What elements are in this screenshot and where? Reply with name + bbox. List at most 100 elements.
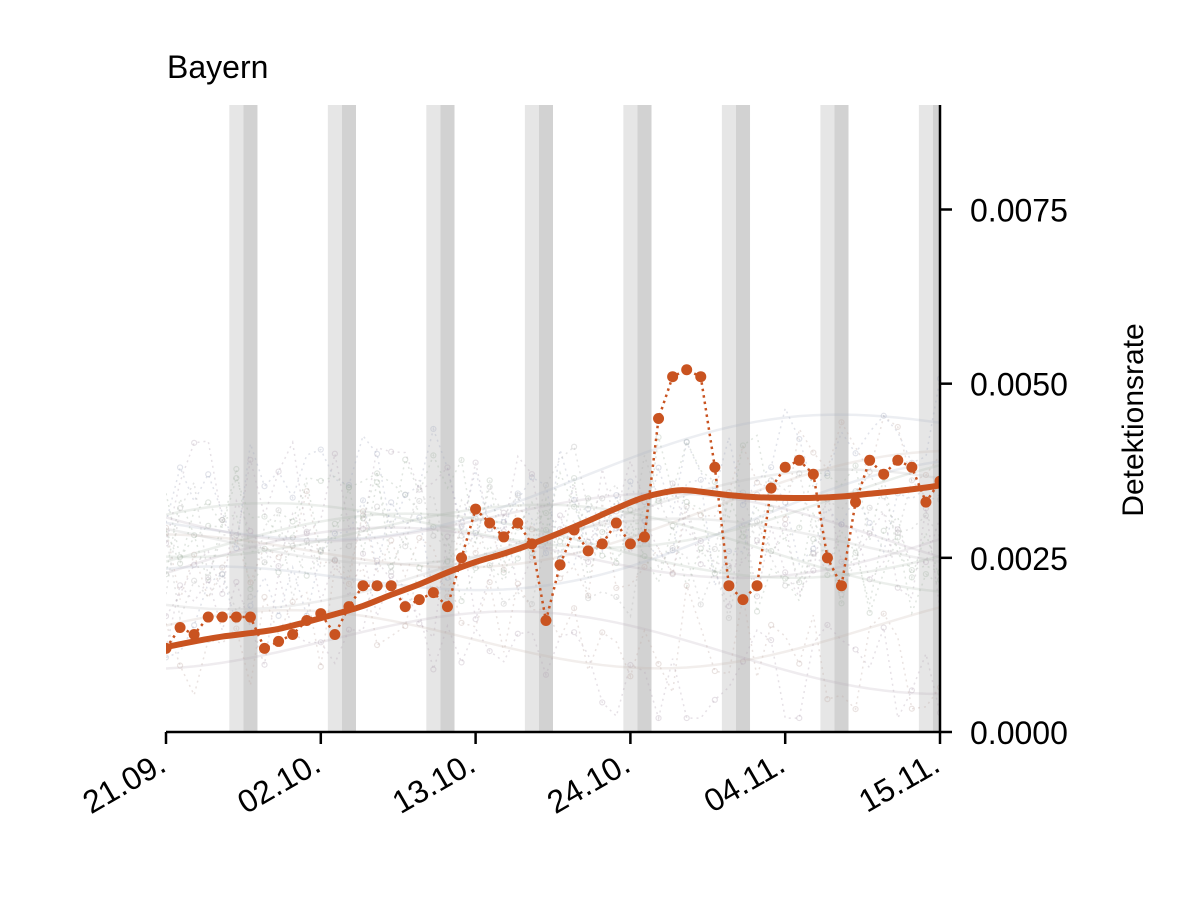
background-point (166, 524, 170, 531)
background-point (500, 518, 507, 526)
background-point (317, 663, 324, 670)
background-point (556, 575, 564, 582)
background-point (796, 579, 803, 586)
background-point (796, 524, 803, 531)
background-point (627, 673, 634, 680)
background-point (922, 570, 930, 578)
background-point (472, 515, 479, 522)
daily-point-44 (779, 461, 791, 473)
background-point (458, 532, 465, 539)
background-point (627, 661, 634, 669)
weekend-band-6-b (834, 105, 849, 732)
background-point (880, 412, 887, 419)
background-point (669, 547, 676, 554)
background-point (388, 499, 395, 506)
background-point (176, 582, 184, 589)
daily-point-14 (357, 580, 369, 592)
background-point (753, 518, 761, 525)
background-point (852, 646, 859, 653)
background-point (303, 488, 310, 495)
background-point (303, 537, 310, 544)
background-point (191, 622, 198, 629)
background-point (317, 639, 324, 646)
background-point (191, 532, 198, 539)
background-point (599, 528, 606, 536)
background-daily-2 (166, 415, 940, 601)
background-point (388, 568, 395, 576)
background-trend-5 (166, 610, 940, 696)
weekend-band-7-a (918, 105, 933, 732)
weekend-bands (229, 105, 940, 732)
background-point (852, 549, 859, 556)
daily-point-33 (624, 538, 636, 550)
background-point (458, 619, 465, 626)
background-point (500, 569, 507, 576)
weekend-band-4-b (637, 105, 652, 732)
background-point (176, 662, 184, 669)
background-point (373, 641, 381, 649)
background-point (275, 563, 282, 570)
background-point (219, 516, 226, 524)
background-point (430, 532, 437, 539)
background-point (247, 593, 254, 600)
daily-point-52 (892, 454, 904, 466)
background-point (824, 571, 831, 579)
background-point (261, 545, 268, 552)
background-point (599, 495, 606, 502)
background-point (936, 496, 940, 503)
daily-point-36 (667, 371, 679, 383)
weekend-band-1-b (341, 105, 356, 732)
background-point (810, 545, 817, 552)
background-point (345, 484, 353, 491)
daily-point-46 (807, 468, 819, 480)
background-point (289, 534, 296, 541)
background-point (725, 562, 733, 570)
background-point (711, 570, 718, 577)
background-point (430, 425, 437, 433)
daily-point-39 (709, 461, 721, 473)
background-point (486, 477, 493, 484)
background-point (739, 533, 747, 540)
background-point (331, 556, 338, 563)
background-point (247, 585, 254, 593)
daily-point-37 (681, 364, 693, 376)
background-point (388, 448, 395, 455)
background-point (176, 505, 184, 512)
background-point (359, 508, 367, 515)
background-point (697, 561, 704, 568)
background-point (768, 621, 775, 629)
background-point (894, 526, 901, 533)
weekend-band-7-b (932, 105, 940, 732)
background-point (641, 517, 648, 525)
weekend-band-1-a (327, 105, 342, 732)
background-point (908, 566, 915, 574)
background-daily-6 (166, 471, 940, 616)
daily-point-51 (878, 468, 890, 480)
background-point (669, 569, 676, 577)
background-point (373, 470, 381, 477)
daily-point-49 (850, 496, 862, 508)
background-daily-3 (166, 378, 940, 557)
background-point (233, 545, 240, 552)
background-point (233, 465, 240, 473)
weekend-band-2-a (426, 105, 441, 732)
background-point (894, 423, 901, 431)
background-point (402, 456, 409, 463)
background-point (444, 464, 451, 471)
background-point (500, 509, 507, 516)
background-point (458, 659, 465, 666)
background-point (303, 572, 310, 579)
background-point (472, 459, 479, 466)
x-ticks: 21.09. 02.10. 13.10. 24.10. 04.11. 15.11. (76, 732, 946, 821)
background-point (739, 501, 747, 508)
background-point (289, 494, 296, 501)
y-tick-label-2: 0.0050 (970, 367, 1068, 403)
daily-point-12 (329, 628, 341, 640)
background-point (233, 625, 240, 632)
daily-point-3 (202, 611, 214, 623)
background-daily-11 (166, 453, 940, 605)
background-point (458, 456, 465, 464)
background-point (866, 576, 873, 583)
daily-point-35 (653, 413, 665, 424)
